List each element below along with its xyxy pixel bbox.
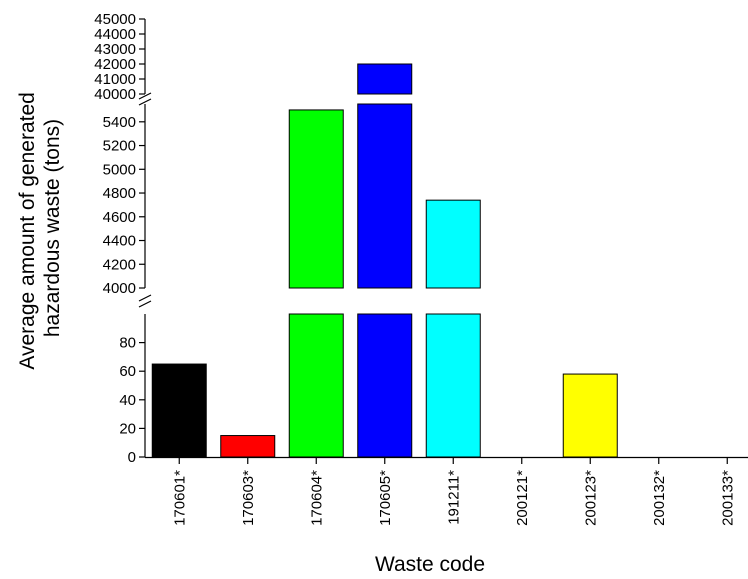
axis-break-gap-0 [137,297,477,305]
axis-break-slash [138,300,152,308]
x-tick-label: 191211* [445,470,462,525]
x-tick-label: 170603* [240,470,257,526]
y-tick-label: 45000 [94,11,136,28]
y-tick-label: 80 [119,335,136,352]
bar-170604-seg-0 [288,313,344,458]
y-tick-label: 60 [119,363,136,380]
y-axis-title: Average amount of generated hazardous wa… [16,86,64,369]
y-axis: 0 20 40 60 80 4000 4200 4400 4600 4800 5000 5200 540… [94,11,146,466]
y-tick-label: 43000 [94,41,136,58]
y-tick-label: 40000 [94,86,136,103]
x-tick-label: 170605* [377,470,394,526]
y-tick-label: 42000 [94,56,136,73]
y-tick-label: 4200 [103,256,136,273]
y-tick-label: 4800 [103,185,136,202]
axis-break-gap-1 [137,95,477,103]
y-axis-title-line-2: hazardous waste (tons) [41,119,64,337]
axis-break-slash [138,92,152,100]
bar-170601-seg-0 [151,363,207,458]
y-tick-label: 40 [119,392,136,409]
y-tick-label: 4400 [103,233,136,250]
y-tick-label: 41000 [94,71,136,88]
x-tick-label: 170604* [308,470,325,526]
y-tick-label: 5200 [103,138,136,155]
y-tick-label: 44000 [94,26,136,43]
y-tick-label: 4600 [103,209,136,226]
axis-break-slash [138,98,152,106]
y-axis-title-line-1: Average amount of generated [16,92,39,369]
axis-breaks [137,92,477,308]
y-tick-label: 5000 [103,161,136,178]
bar-170605-seg-2 [357,63,413,95]
x-axis: 170601* 170603* 170604* 170605* 191211* 20012… [145,456,748,526]
y-tick-label: 0 [128,449,136,466]
bar-170605-seg-1 [357,103,413,289]
x-tick-label: 200133* [719,470,736,526]
x-tick-label: 170601* [171,470,188,526]
bars-layer [151,63,618,458]
y-tick-label: 5400 [103,114,136,131]
bar-170605-seg-0 [357,313,413,458]
bar-191211-seg-0 [425,313,481,458]
bar-170604-seg-1 [288,109,344,289]
bar-170603-seg-0 [220,435,276,458]
x-tick-label: 200132* [651,470,668,526]
x-tick-label: 200123* [582,470,599,526]
axis-break-slash [138,294,152,302]
bar-191211-seg-1 [425,199,481,289]
y-tick-label: 4000 [103,280,136,297]
x-axis-title: Waste code [375,553,485,576]
bar-200123-seg-0 [562,373,618,458]
y-tick-label: 20 [119,420,136,437]
x-tick-label: 200121* [514,470,531,526]
